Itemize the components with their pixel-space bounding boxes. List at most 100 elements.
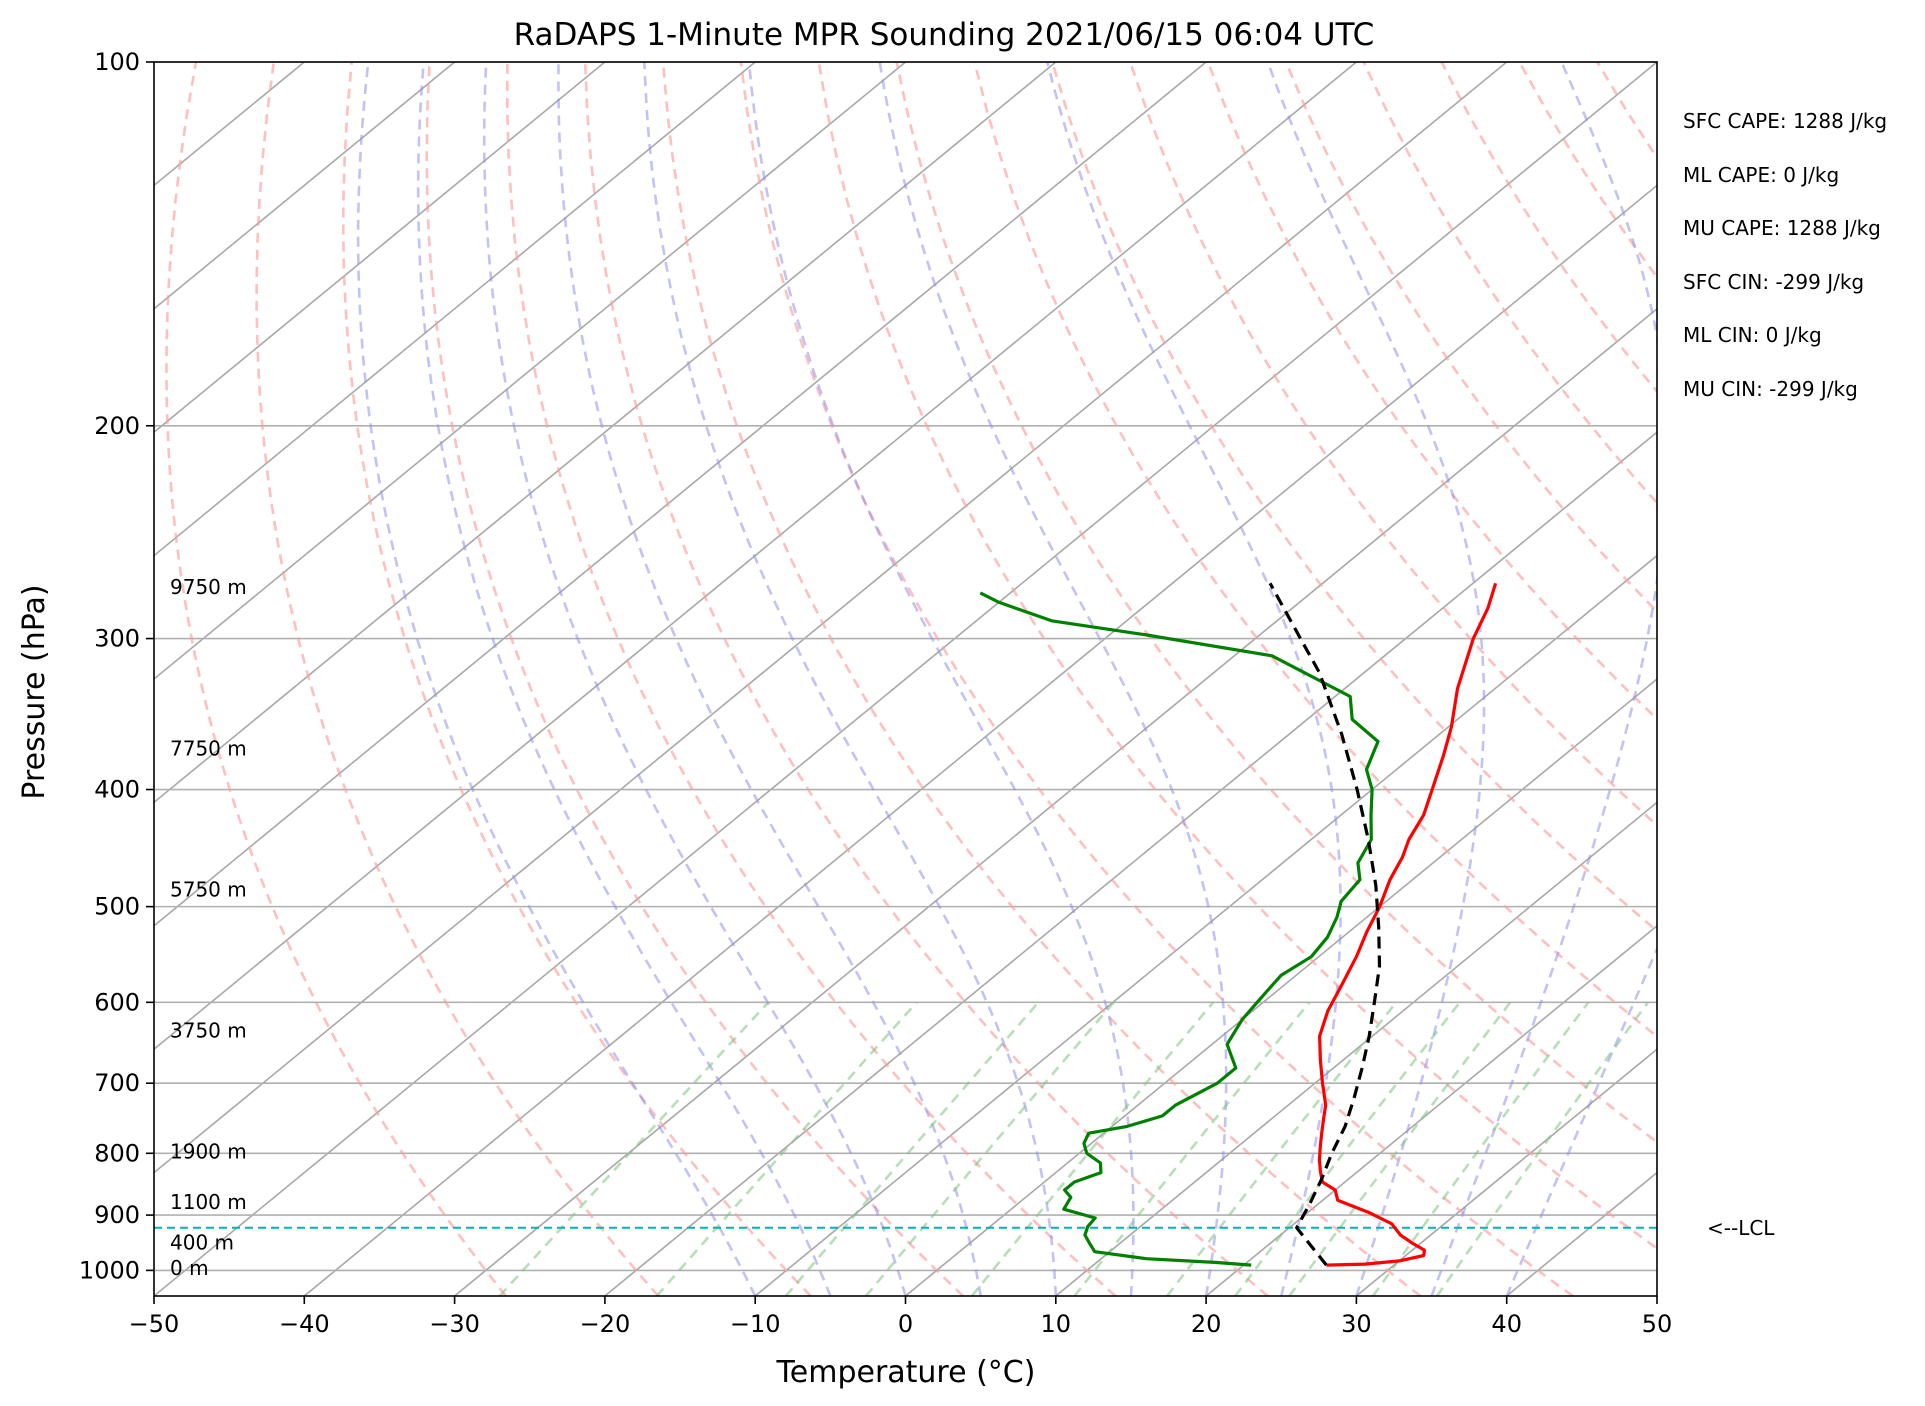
moist-adiabat (356, 62, 757, 1296)
y-tick-label: 1000 (79, 1256, 140, 1284)
mixing-ratio-line (655, 1001, 918, 1296)
moist-adiabat (557, 62, 982, 1296)
mixing-ratio-line (498, 1001, 770, 1296)
dry-adiabat (505, 62, 1117, 1296)
x-tick-label: −10 (730, 1310, 781, 1338)
height-label: 9750 m (170, 575, 247, 599)
y-axis-title: Pressure (hPa) (17, 584, 52, 799)
isotherm-line (303, 184, 1657, 1296)
y-tick-label: 600 (94, 988, 140, 1016)
moist-adiabat (1266, 62, 1486, 1296)
isotherm-line (1355, 1048, 1657, 1296)
y-tick-label: 300 (94, 625, 140, 653)
x-tick-label: 0 (898, 1310, 913, 1338)
dry-adiabat (341, 62, 812, 1296)
stat-mu-cape: MU CAPE: 1288 J/kg (1683, 216, 1881, 240)
dry-adiabat (1675, 62, 1925, 1296)
y-tick-label: 500 (94, 893, 140, 921)
height-label: 7750 m (170, 737, 247, 761)
stat-ml-cape: ML CAPE: 0 J/kg (1683, 163, 1839, 187)
dry-adiabat (1440, 62, 1657, 394)
height-label: 3750 m (170, 1018, 247, 1042)
height-label: 0 m (170, 1256, 209, 1280)
stat-sfc-cin: SFC CIN: -299 J/kg (1683, 270, 1864, 294)
isotherm-line (1656, 1294, 1657, 1296)
dry-adiabat (1051, 62, 1657, 933)
mixing-ratio-line (970, 1001, 1215, 1296)
mixing-ratio-line (1073, 1001, 1311, 1296)
dry-adiabat (1362, 62, 1657, 505)
y-tick-label: 200 (94, 412, 140, 440)
dry-adiabat (1206, 62, 1657, 721)
x-tick-label: 10 (1041, 1310, 1072, 1338)
moist-adiabat (643, 62, 1058, 1296)
isotherm-line (154, 62, 1057, 804)
dewpoint-trace (979, 591, 1380, 1267)
height-label: 1100 m (170, 1190, 247, 1214)
dry-adiabat (1831, 62, 1925, 1296)
y-tick-label: 400 (94, 776, 140, 804)
lcl-label: <--LCL (1707, 1216, 1775, 1240)
dry-adiabat (1596, 62, 1657, 161)
chart-title: RaDAPS 1-Minute MPR Sounding 2021/06/15 … (514, 17, 1375, 53)
dry-adiabat (1128, 62, 1657, 828)
isotherm-line (1055, 801, 1657, 1296)
dry-adiabat (1753, 62, 1925, 1296)
mixing-ratio-line (1435, 1001, 1650, 1296)
y-tick-label: 100 (94, 48, 140, 76)
dry-adiabat (255, 62, 660, 1296)
moist-adiabat (1430, 62, 1657, 1296)
dry-adiabat (739, 62, 1574, 1296)
isotherm-line (154, 62, 907, 681)
mixing-ratio-line (1234, 1001, 1461, 1296)
temperature-trace (1317, 582, 1498, 1267)
isotherm-line (604, 431, 1657, 1296)
stat-mu-cin: MU CIN: -299 J/kg (1683, 377, 1858, 401)
x-axis-title: Temperature (°C) (776, 1355, 1036, 1390)
mixing-ratio-line (1371, 1001, 1590, 1296)
moist-adiabat (416, 62, 832, 1296)
x-tick-label: −20 (580, 1310, 631, 1338)
x-tick-label: −40 (279, 1310, 330, 1338)
dry-adiabat (165, 62, 507, 1296)
x-tick-label: 50 (1642, 1310, 1673, 1338)
x-tick-label: 20 (1191, 1310, 1222, 1338)
height-label: 400 m (170, 1230, 234, 1254)
isotherm-line (454, 307, 1657, 1296)
dry-adiabat (895, 62, 1657, 1144)
dry-adiabat (1284, 62, 1657, 614)
isotherm-line (904, 677, 1657, 1296)
x-tick-label: 30 (1341, 1310, 1372, 1338)
y-tick-label: 800 (94, 1139, 140, 1167)
moist-adiabat (1046, 62, 1342, 1296)
moist-adiabat (1505, 945, 1657, 1296)
y-tick-label: 900 (94, 1201, 140, 1229)
plot-area (154, 62, 1925, 1296)
dry-adiabat (425, 62, 965, 1296)
dry-adiabat (583, 62, 1269, 1296)
isotherm-line (154, 62, 456, 310)
isotherm-line (154, 62, 1657, 1296)
dry-adiabat (1518, 62, 1657, 280)
mixing-ratio-line (865, 1001, 1115, 1296)
dry-adiabat (661, 62, 1422, 1296)
isotherm-line (754, 554, 1657, 1296)
x-tick-label: −30 (429, 1310, 480, 1338)
isotherm-line (154, 62, 756, 557)
moist-adiabat (747, 62, 1135, 1296)
isotherm-line (154, 62, 606, 434)
dry-adiabat (817, 62, 1657, 1250)
moist-adiabat (482, 62, 907, 1296)
isotherm-line (1205, 924, 1657, 1296)
isotherm-line (154, 62, 1207, 927)
moist-adiabat (878, 62, 1228, 1296)
y-tick-label: 700 (94, 1069, 140, 1097)
stat-ml-cin: ML CIN: 0 J/kg (1683, 323, 1822, 347)
x-tick-label: 40 (1491, 1310, 1522, 1338)
isotherm-line (154, 62, 1508, 1174)
height-label: 5750 m (170, 878, 247, 902)
x-tick-label: −50 (129, 1310, 180, 1338)
mixing-ratio-line (1166, 1001, 1398, 1296)
